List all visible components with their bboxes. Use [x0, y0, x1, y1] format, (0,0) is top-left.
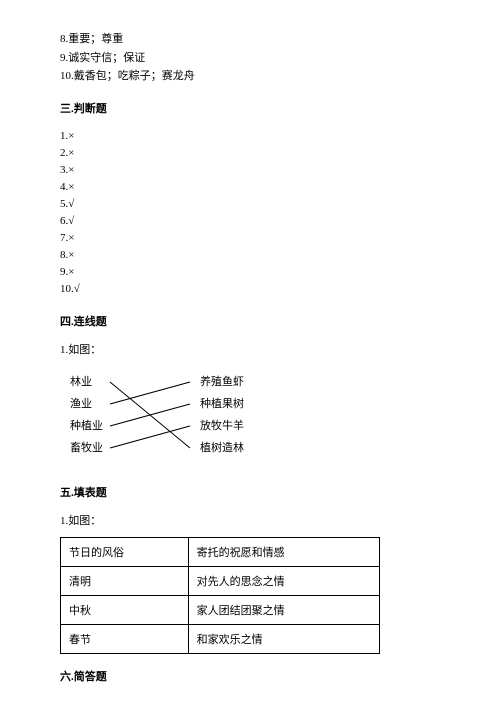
section-heading-match: 四.连线题 — [60, 313, 440, 329]
judge-item: 10.√ — [60, 281, 440, 298]
table-row: 清明 对先人的思念之情 — [61, 566, 380, 595]
match-connection-line — [110, 382, 190, 404]
match-right-label: 植树造林 — [200, 440, 244, 454]
match-right-label: 种植果树 — [200, 396, 244, 410]
judge-item: 8.× — [60, 247, 440, 264]
match-connection-line — [110, 404, 190, 426]
answer-line: 8.重要；尊重 — [60, 30, 440, 49]
table-row: 节日的风俗 寄托的祝愿和情感 — [61, 537, 380, 566]
table-cell: 春节 — [61, 624, 189, 653]
judge-item: 1.× — [60, 128, 440, 145]
match-right-label: 养殖鱼虾 — [200, 374, 244, 388]
section-heading-short-answer: 六.简答题 — [60, 668, 440, 684]
judge-item: 5.√ — [60, 196, 440, 213]
answer-line: 10.戴香包；吃粽子；赛龙舟 — [60, 67, 440, 86]
match-left-label: 畜牧业 — [70, 440, 103, 454]
judge-item: 9.× — [60, 264, 440, 281]
match-prompt: 1.如图： — [60, 341, 440, 360]
match-right-label: 放牧牛羊 — [200, 418, 244, 432]
table-row: 中秋 家人团结团聚之情 — [61, 595, 380, 624]
table-cell: 寄托的祝愿和情感 — [188, 537, 379, 566]
judge-item: 6.√ — [60, 213, 440, 230]
answer-line: 9.诚实守信；保证 — [60, 49, 440, 68]
match-left-label: 渔业 — [70, 397, 92, 410]
judge-item: 2.× — [60, 145, 440, 162]
table-cell: 对先人的思念之情 — [188, 566, 379, 595]
judge-item: 4.× — [60, 179, 440, 196]
matching-svg: 林业渔业种植业畜牧业 养殖鱼虾种植果树放牧牛羊植树造林 — [60, 367, 280, 467]
match-left-label: 种植业 — [70, 418, 103, 432]
section-heading-fill: 五.填表题 — [60, 484, 440, 500]
table-cell: 节日的风俗 — [61, 537, 189, 566]
page: 8.重要；尊重 9.诚实守信；保证 10.戴香包；吃粽子；赛龙舟 三.判断题 1… — [0, 0, 500, 708]
top-answer-lines: 8.重要；尊重 9.诚实守信；保证 10.戴香包；吃粽子；赛龙舟 — [60, 30, 440, 86]
table-cell: 和家欢乐之情 — [188, 624, 379, 653]
fill-prompt: 1.如图： — [60, 512, 440, 531]
judge-item: 3.× — [60, 162, 440, 179]
table-row: 春节 和家欢乐之情 — [61, 624, 380, 653]
section-heading-judge: 三.判断题 — [60, 100, 440, 116]
judge-items: 1.× 2.× 3.× 4.× 5.√ 6.√ 7.× 8.× 9.× 10.√ — [60, 128, 440, 298]
table-cell: 家人团结团聚之情 — [188, 595, 379, 624]
matching-diagram: 林业渔业种植业畜牧业 养殖鱼虾种植果树放牧牛羊植树造林 — [60, 367, 440, 470]
match-connection-line — [110, 426, 190, 448]
table-cell: 中秋 — [61, 595, 189, 624]
judge-item: 7.× — [60, 230, 440, 247]
match-left-label: 林业 — [70, 374, 92, 388]
table-cell: 清明 — [61, 566, 189, 595]
fill-table: 节日的风俗 寄托的祝愿和情感 清明 对先人的思念之情 中秋 家人团结团聚之情 春… — [60, 537, 380, 654]
